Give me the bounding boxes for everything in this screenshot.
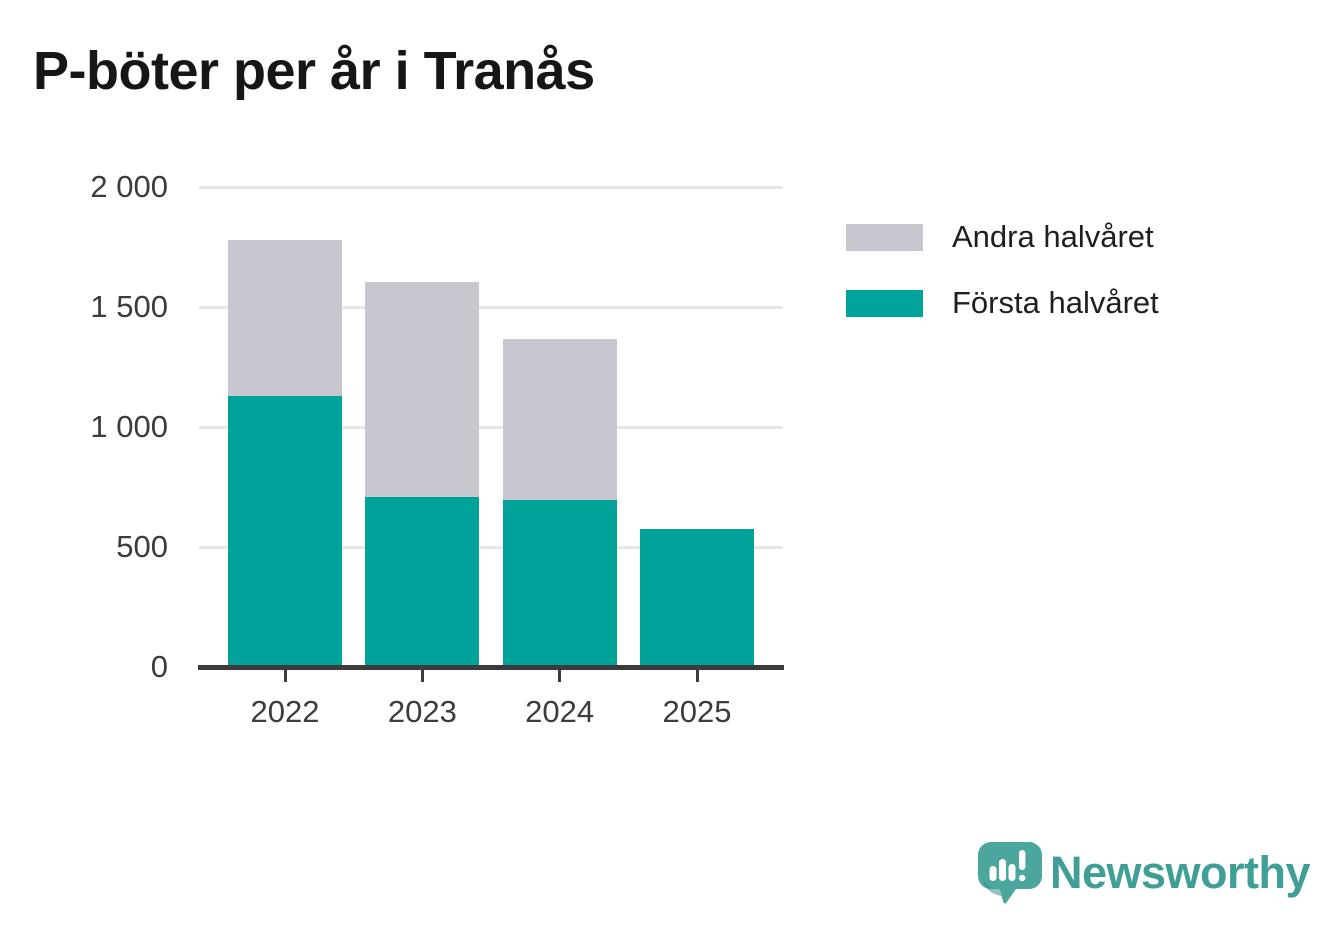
- legend-label-forsta-halvaret: Första halvåret: [952, 285, 1159, 320]
- x-tick-label-2022: 2022: [250, 694, 320, 729]
- y-tick-label-2000: 2 000: [90, 169, 168, 204]
- legend-swatch-forsta-halvaret: [846, 289, 923, 317]
- bar-segment-2023-f-rsta-halv-ret: [365, 496, 480, 667]
- bar-segment-2024-f-rsta-halv-ret: [502, 500, 617, 667]
- newsworthy-branding: Newsworthy: [978, 842, 1311, 904]
- legend-item-andra-halvaret: Andra halvåret: [846, 219, 1159, 255]
- gridline-2000: [199, 185, 783, 189]
- y-tick-label-500: 500: [116, 529, 168, 564]
- x-axis-line: [198, 664, 784, 670]
- legend-item-forsta-halvaret: Första halvåret: [846, 285, 1159, 321]
- y-tick-label-0: 0: [150, 649, 168, 684]
- x-tick-2023: [420, 669, 424, 682]
- chart-title: P-böter per år i Tranås: [33, 41, 595, 101]
- legend-swatch-andra-halvaret: [846, 223, 923, 251]
- legend: Andra halvåret Första halvåret: [846, 219, 1159, 321]
- plot-area: [198, 185, 784, 682]
- bar-2024: [502, 339, 617, 667]
- x-tick-label-2025: 2025: [662, 694, 732, 729]
- newsworthy-logo-icon: [978, 842, 1042, 904]
- bar-segment-2023-andra-halv-ret: [365, 281, 480, 497]
- gridline-500: [199, 545, 783, 549]
- legend-label-andra-halvaret: Andra halvåret: [952, 219, 1154, 254]
- x-tick-2022: [283, 669, 287, 682]
- bar-segment-2022-andra-halv-ret: [228, 239, 342, 396]
- x-tick-label-2024: 2024: [525, 694, 595, 729]
- bar-segment-2022-f-rsta-halv-ret: [228, 395, 342, 667]
- gridline-1000: [199, 425, 783, 429]
- bar-segment-2025-f-rsta-halv-ret: [640, 529, 754, 667]
- x-tick-label-2023: 2023: [387, 694, 457, 729]
- bar-2023: [365, 281, 480, 667]
- bar-segment-2024-andra-halv-ret: [502, 339, 617, 501]
- gridline-1500: [199, 305, 783, 309]
- y-tick-label-1000: 1 000: [90, 409, 168, 444]
- bar-2022: [228, 239, 342, 667]
- y-tick-label-1500: 1 500: [90, 289, 168, 324]
- newsworthy-wordmark: Newsworthy: [1050, 847, 1311, 898]
- x-tick-2024: [558, 669, 562, 682]
- x-tick-2025: [695, 669, 699, 682]
- bar-2025: [640, 529, 754, 667]
